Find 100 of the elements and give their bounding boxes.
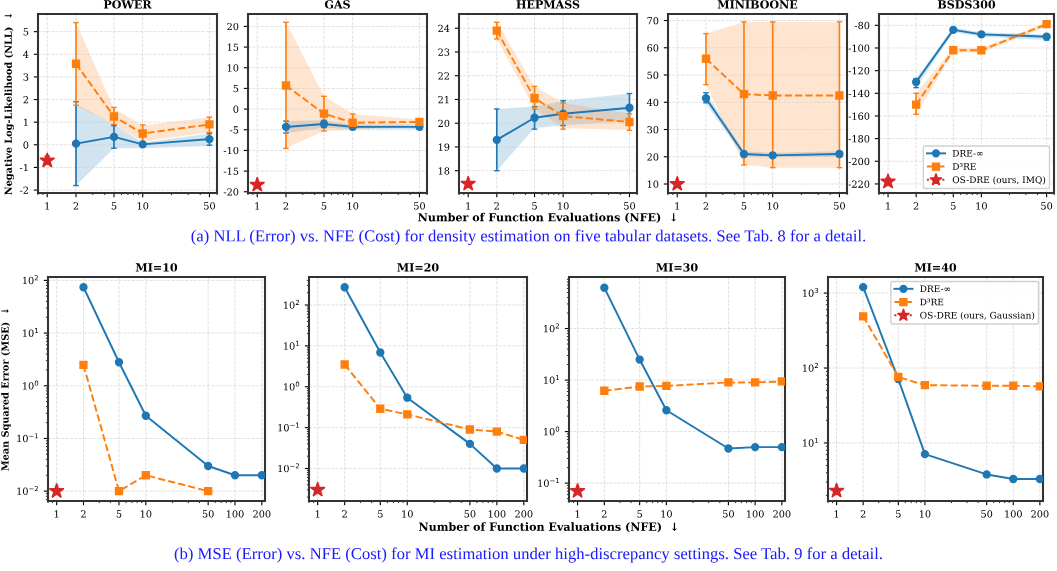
y-tick-label: 10$^{0}$ [544,426,560,436]
y-tick-label: 70 [647,17,659,25]
x-tick-label: 1 [466,202,470,210]
chart-title: MI=40 [914,263,957,272]
y-tick-label: -160 [848,112,870,120]
y-tick-label: 10$^{1}$ [544,375,560,384]
x-tick-label: 1 [886,202,890,210]
x-tick-label: 50 [464,510,476,518]
x-tick-label: 2 [703,202,709,210]
y-tick-label: 0 [23,141,29,149]
y-tick-label: 2 [23,96,29,104]
legend-label: DRE-∞ [920,285,951,292]
y-tick-label: 10$^{2}$ [23,275,38,285]
text: (a) NLL (Error) vs. NFE (Cost) for density estimation on five tabular datasets. See Tab. 8 for a detail. [191,229,866,245]
chart-title: GAS [324,0,350,9]
y-tick-label: -80 [854,21,870,30]
y-tick-label: 10$^{−2}$ [17,485,38,495]
x-tick-label: 200 [515,510,533,518]
x-tick-label: 100 [226,510,244,518]
x-tick-label: 5 [637,510,642,518]
chart-title: HEPMASS [516,0,580,9]
y-tick-label: 10 [647,180,659,188]
x-tick-label: 5 [378,510,383,518]
y-tick-label: 20 [438,119,450,128]
x-tick-label: 100 [747,510,764,518]
x-axis-title: Number of Function Evaluations (NFE) ↓ [418,212,676,223]
x-tick-label: 1 [45,202,49,210]
x-tick-label: 100 [488,510,506,518]
chart-title: POWER [103,0,152,9]
x-tick-label: 50 [204,202,215,210]
y-tick-label: -180 [848,135,870,143]
y-tick-label: 10$^{−1}$ [538,478,559,487]
chart-title: BSDS300 [937,0,996,9]
x-tick-label: 100 [1005,510,1022,518]
x-tick-label: 10 [976,202,987,210]
y-tick-label: -10 [223,146,239,155]
y-tick-label: 1 [23,118,28,126]
x-tick-label: 1 [54,510,59,518]
x-tick-label: 1 [315,510,320,518]
y-tick-label: 23 [438,48,450,56]
y-tick-label: 40 [646,98,659,107]
y-axis-title: Mean Squared Error (MSE) ↓ [1,308,11,471]
legend-label: OS-DRE (ours, Gaussian) [920,311,1035,320]
y-tick-label: 50 [647,71,659,79]
legend-label: D³RE [952,163,976,170]
y-tick-label: 10$^{3}$ [803,287,819,297]
x-tick-label: 1 [834,510,839,518]
x-tick-label: 50 [834,202,845,210]
x-tick-label: 5 [532,202,537,210]
chart-title: MI=30 [656,263,698,272]
x-tick-label: 50 [723,510,734,518]
y-tick-label: -15 [223,167,239,175]
x-tick-label: 2 [913,202,919,210]
y-tick-label: 10$^{2}$ [544,323,559,333]
x-tick-label: 50 [414,202,425,210]
y-tick-label: 19 [438,143,450,151]
x-axis-title: Number of Function Evaluations (NFE) ↓ [418,522,677,533]
y-tick-label: 10$^{1}$ [284,340,300,350]
y-tick-label: -120 [848,67,870,75]
x-tick-label: 50 [624,202,636,210]
x-tick-label: 2 [73,202,79,210]
y-tick-label: 4 [23,50,29,58]
x-tick-label: 5 [896,510,901,518]
y-tick-label: 10$^{0}$ [284,381,300,391]
y-tick-label: -1 [19,163,28,172]
y-tick-label: 10$^{−2}$ [278,463,299,473]
y-tick-label: 10$^{1}$ [803,437,819,447]
x-tick-label: 1 [575,510,580,518]
x-tick-label: 2 [342,510,347,518]
y-tick-label: 10$^{2}$ [803,362,818,372]
y-tick-label: 3 [23,73,29,81]
x-tick-label: 200 [1031,510,1049,518]
x-tick-label: 2 [601,510,607,518]
y-tick-label: -200 [848,157,870,166]
y-tick-label: 10 [227,64,239,72]
x-tick-label: 200 [253,510,271,518]
x-tick-label: 50 [1041,202,1053,210]
y-tick-label: 0 [233,105,239,113]
y-tick-label: 5 [233,85,239,93]
y-tick-label: 20 [647,153,659,161]
x-tick-label: 10 [558,202,569,210]
x-tick-label: 2 [494,202,499,210]
x-tick-label: 10 [347,202,359,210]
x-tick-label: 50 [202,510,214,518]
x-tick-label: 10 [661,510,672,518]
y-tick-label: 10$^{1}$ [23,328,39,337]
x-tick-label: 5 [321,202,327,210]
y-tick-label: -2 [19,186,29,194]
y-tick-label: -20 [223,188,239,196]
y-tick-label: 30 [647,126,659,134]
legend-label: OS-DRE (ours, IMQ) [952,176,1046,185]
x-tick-label: 5 [116,510,122,518]
x-tick-label: 5 [111,202,117,210]
legend-label: D³RE [920,298,944,306]
y-tick-label: 10$^{−1}$ [17,433,38,443]
y-tick-label: -140 [848,89,870,98]
x-tick-label: 10 [137,202,149,210]
x-tick-label: 2 [81,510,86,518]
y-tick-label: -5 [229,126,239,134]
chart-title: MI=20 [397,263,439,272]
